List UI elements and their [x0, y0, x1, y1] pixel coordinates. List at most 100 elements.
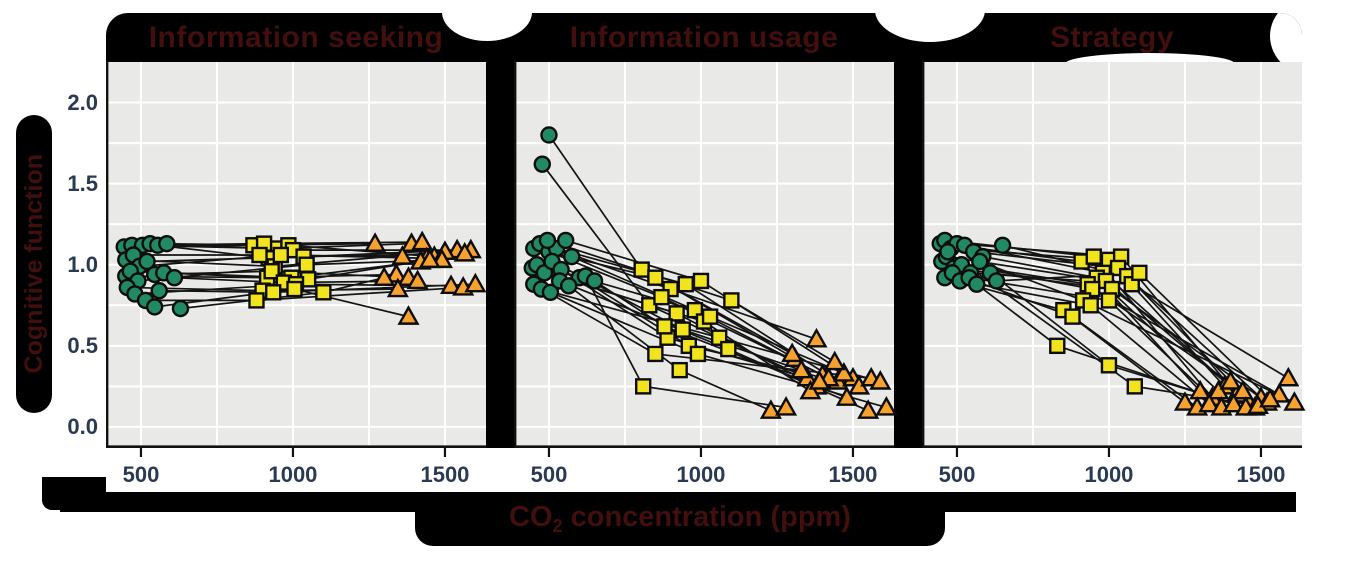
- marker-triangle: [1198, 392, 1221, 413]
- marker-circle: [560, 277, 578, 295]
- marker-square: [671, 361, 688, 379]
- marker-triangle: [406, 269, 429, 290]
- marker-circle: [540, 126, 558, 144]
- marker-square: [668, 305, 685, 322]
- marker-square: [701, 308, 719, 325]
- decorative-blob: [1270, 13, 1302, 62]
- marker-triangle: [1283, 391, 1306, 411]
- marker-triangle: [1219, 370, 1242, 390]
- marker-square: [1131, 264, 1148, 282]
- marker-square: [251, 246, 268, 264]
- marker-square: [692, 272, 710, 290]
- marker-square: [1126, 378, 1144, 395]
- marker-square: [674, 321, 691, 338]
- y-tick-label: 1.0: [67, 251, 98, 277]
- panel-information-seeking: [106, 62, 487, 449]
- marker-circle: [158, 234, 176, 253]
- marker-triangle: [453, 241, 476, 262]
- marker-triangle: [823, 350, 846, 371]
- x-tick-label: 500: [939, 462, 976, 487]
- x-axis-ticks: 500 1000 1500: [531, 448, 877, 487]
- marker-triangle: [857, 399, 880, 419]
- decorative-blob: [442, 13, 532, 41]
- marker-circle: [541, 283, 560, 302]
- marker-circle: [971, 252, 989, 271]
- marker-circle: [563, 247, 581, 266]
- marker-triangle: [373, 266, 396, 286]
- x-axis-label: CO2 concentration (ppm): [509, 501, 851, 536]
- marker-circle: [145, 298, 164, 316]
- y-tick-label: 2.0: [67, 89, 98, 115]
- marker-square: [272, 246, 290, 264]
- x-tick-label: 500: [531, 462, 568, 487]
- x-tick-label: 1500: [420, 462, 469, 487]
- x-tick-label: 500: [123, 462, 160, 487]
- marker-square: [1049, 337, 1066, 355]
- marker-square: [677, 275, 694, 293]
- marker-circle: [993, 236, 1012, 254]
- marker-square: [1100, 357, 1118, 374]
- x-tick-label: 1000: [1084, 462, 1133, 487]
- marker-square: [264, 284, 282, 301]
- panel-strategy: [922, 62, 1306, 449]
- marker-triangle: [386, 277, 409, 298]
- marker-triangle: [1173, 391, 1197, 411]
- marker-triangle: [1207, 379, 1230, 400]
- marker-square: [298, 256, 315, 273]
- marker-square: [647, 269, 664, 286]
- marker-triangle: [781, 342, 804, 363]
- marker-square: [634, 378, 652, 395]
- marker-circle: [138, 252, 156, 271]
- x-tick-label: 1500: [1236, 462, 1285, 487]
- x-tick-label: 1500: [828, 462, 877, 487]
- marker-square: [1085, 248, 1102, 265]
- marker-circle: [538, 231, 557, 250]
- marker-square: [1064, 308, 1081, 325]
- scatter-plot: [106, 62, 487, 449]
- marker-square: [315, 284, 332, 301]
- marker-triangle: [1259, 387, 1282, 408]
- marker-triangle: [439, 274, 463, 295]
- x-axis-label-pod: CO2 concentration (ppm): [415, 492, 945, 546]
- marker-circle: [556, 231, 575, 250]
- marker-triangle: [1222, 392, 1245, 413]
- marker-circle: [533, 155, 551, 173]
- marker-circle: [165, 269, 184, 287]
- panel-title-information-usage: Information usage: [569, 20, 839, 54]
- marker-triangle: [775, 396, 798, 416]
- x-axis-ticks: 500 1000 1500: [123, 448, 469, 487]
- marker-triangle: [1231, 379, 1254, 400]
- marker-triangle: [1277, 366, 1300, 387]
- marker-square: [689, 345, 707, 363]
- marker-square: [647, 345, 664, 363]
- marker-circle: [171, 299, 190, 318]
- marker-circle: [987, 272, 1006, 290]
- scatter-plot: [514, 62, 898, 449]
- marker-square: [723, 292, 740, 309]
- marker-triangle: [808, 370, 831, 390]
- marker-circle: [939, 243, 957, 261]
- x-axis-panel-1: 500 1000 1500: [106, 448, 486, 494]
- marker-triangle: [397, 305, 420, 325]
- marker-triangle: [363, 232, 387, 252]
- panel-information-usage: [514, 62, 898, 449]
- x-axis-ticks: 500 1000 1500: [939, 448, 1285, 487]
- marker-circle: [150, 281, 168, 300]
- x-tick-label: 1000: [268, 462, 317, 487]
- marker-square: [1082, 297, 1099, 314]
- decorative-blob: [875, 13, 985, 42]
- title-band: Information seeking Information usage St…: [106, 13, 1302, 62]
- marker-triangle: [805, 327, 828, 348]
- x-axis-panel-3: 500 1000 1500: [922, 448, 1302, 494]
- marker-triangle: [869, 370, 892, 390]
- x-tick-label: 1000: [676, 462, 725, 487]
- panel-title-information-seeking: Information seeking: [148, 20, 444, 54]
- marker-square: [286, 280, 303, 298]
- marker-triangle: [759, 399, 782, 419]
- marker-square: [248, 292, 265, 309]
- marker-circle: [585, 272, 604, 290]
- marker-square: [653, 288, 670, 306]
- marker-triangle: [875, 396, 898, 416]
- marker-square: [656, 318, 673, 335]
